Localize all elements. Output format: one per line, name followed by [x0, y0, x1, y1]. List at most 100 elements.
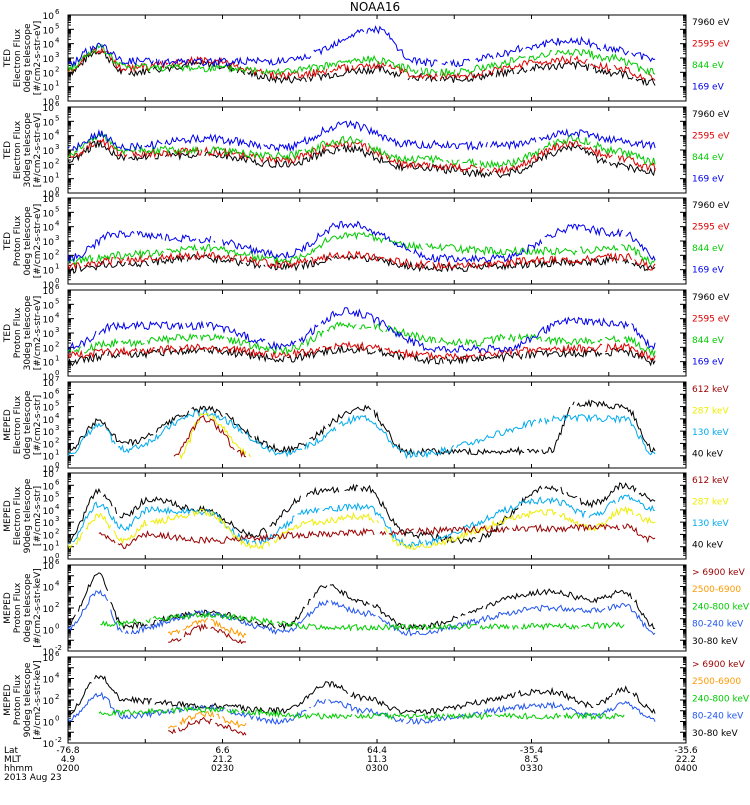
- y-tick-exponent: 0: [55, 186, 59, 194]
- y-tick-label: 10: [43, 147, 55, 157]
- x-row-label-date: 2013 Aug 23: [4, 773, 62, 783]
- y-axis-label-line: 0deg telescope: [23, 390, 33, 460]
- series-darkred-line: [168, 716, 247, 736]
- y-tick-exponent: 4: [55, 220, 60, 228]
- y-tick-exponent: 6: [55, 283, 60, 291]
- y-tick-exponent: 4: [55, 129, 60, 137]
- legend-entry: 80-240 keV: [692, 620, 744, 630]
- y-tick-label: 10: [43, 404, 55, 414]
- y-tick-label: 10: [43, 359, 55, 369]
- y-tick-label: 10: [43, 562, 55, 572]
- y-tick-label: 10: [43, 676, 55, 686]
- legend-entry: 30-80 keV: [692, 637, 738, 647]
- y-tick-exponent: 6: [55, 650, 60, 658]
- x-tick-lat: 64.4: [367, 746, 387, 756]
- y-tick-label: 10: [43, 98, 55, 108]
- legend-entry: 130 keV: [692, 519, 729, 529]
- legend-entry: 169 eV: [692, 83, 725, 93]
- y-axis-label-line: TED: [3, 232, 13, 251]
- y-tick-label: 10: [43, 465, 55, 475]
- y-tick-exponent: 5: [55, 297, 59, 305]
- y-tick-label: 10: [43, 176, 55, 186]
- x-tick-lat: -76.8: [56, 746, 80, 756]
- series-orange-line: [167, 710, 247, 729]
- legend-entry: 130 keV: [692, 428, 729, 438]
- y-tick-label: 10: [43, 627, 55, 637]
- x-tick-mlt: 4.9: [61, 755, 76, 765]
- y-axis-label: TED Electron Flux 30deg telescope [#/cm2-s-…: [3, 112, 43, 187]
- legend-entry: 2595 eV: [692, 40, 730, 50]
- y-tick-label: 10: [43, 118, 55, 128]
- y-tick-exponent: 1: [55, 172, 59, 180]
- y-axis-label-line: [#/cm2-s-str-keV]: [33, 568, 43, 647]
- y-axis-label-line: 30deg telescope: [23, 112, 33, 187]
- y-tick-label: 10: [43, 648, 55, 658]
- legend-entry: 169 eV: [692, 175, 725, 185]
- legend-entry: 844 eV: [692, 336, 725, 346]
- y-tick-exponent: 6: [55, 387, 60, 395]
- series-blue-line: [67, 220, 656, 264]
- y-axis-label-line: [#/cm2-s-str-eV]: [33, 21, 43, 96]
- y-tick-exponent: 3: [55, 234, 59, 242]
- y-axis-label-line: [#/cm2-s-str-eV]: [33, 296, 43, 371]
- panel-frame: [67, 289, 687, 377]
- y-axis-label: MEPED Electron Flux 90deg telescope [#/cm2-…: [3, 478, 43, 553]
- y-tick-label: 10: [43, 281, 55, 291]
- y-axis-label-line: TED: [3, 49, 13, 68]
- x-tick-lat: -35.4: [520, 746, 544, 756]
- x-tick-mlt: 8.5: [524, 755, 538, 765]
- series-darkred-line: [98, 523, 656, 550]
- y-tick-label: 10: [43, 507, 55, 517]
- y-tick-exponent: 5: [55, 491, 59, 499]
- y-tick-exponent: 2: [55, 248, 59, 256]
- y-tick-exponent: 2: [55, 693, 59, 701]
- y-tick-label: 10: [43, 287, 55, 297]
- y-tick-label: 10: [43, 654, 55, 664]
- y-tick-label: 10: [43, 470, 55, 480]
- y-axis-label-line: Proton Flux: [13, 215, 23, 266]
- y-tick-exponent: 5: [55, 400, 59, 408]
- y-tick-exponent: 6: [55, 558, 60, 566]
- y-tick-exponent: 0: [55, 369, 59, 377]
- legend-entry: 612 keV: [692, 476, 729, 486]
- legend-entry: 240-800 keV: [692, 694, 750, 704]
- y-tick-label: 10: [43, 301, 55, 311]
- series-blue-line: [67, 119, 656, 153]
- y-axis-label-line: 0deg telescope: [23, 23, 33, 93]
- y-axis-label-line: Proton Flux: [13, 307, 23, 358]
- y-tick-exponent: 0: [55, 623, 59, 631]
- y-tick-exponent: 1: [55, 449, 59, 457]
- legend-entry: 287 keV: [692, 407, 729, 417]
- y-tick-label: 10: [43, 373, 55, 383]
- y-axis-label-line: MEPED: [3, 592, 13, 624]
- y-tick-exponent: 3: [55, 326, 59, 334]
- y-axis-label-line: Electron Flux: [13, 486, 23, 545]
- legend-entry: 7960 eV: [692, 293, 730, 303]
- y-tick-exponent: 5: [55, 114, 59, 122]
- y-axis-label-line: TED: [3, 324, 13, 343]
- legend-entry: 40 keV: [692, 450, 724, 460]
- x-tick-lat: 6.6: [215, 746, 230, 756]
- legend-entry: 2595 eV: [692, 315, 730, 325]
- y-tick-exponent: 5: [55, 22, 59, 30]
- y-tick-label: 10: [43, 209, 55, 219]
- y-axis-label-line: [#/cm2-s-str]: [33, 486, 43, 546]
- y-tick-exponent: 0: [55, 277, 59, 285]
- panel-frame: [67, 381, 687, 469]
- series-darkred-line: [173, 415, 247, 458]
- y-tick-label: 10: [43, 41, 55, 51]
- y-tick-exponent: 0: [55, 94, 59, 102]
- y-tick-exponent: 6: [55, 478, 60, 486]
- legend-entry: > 6900 keV: [692, 568, 746, 578]
- x-tick-mlt: 11.3: [367, 755, 387, 765]
- y-tick-exponent: 4: [55, 37, 60, 45]
- y-axis-label-line: Electron Flux: [13, 120, 23, 179]
- y-axis-label-line: [#/cm2-s-str-eV]: [33, 113, 43, 188]
- series-dodger-line: [67, 691, 656, 725]
- y-tick-label: 10: [43, 26, 55, 36]
- series-blue-line: [67, 307, 656, 354]
- legend-entry: 612 keV: [692, 385, 729, 395]
